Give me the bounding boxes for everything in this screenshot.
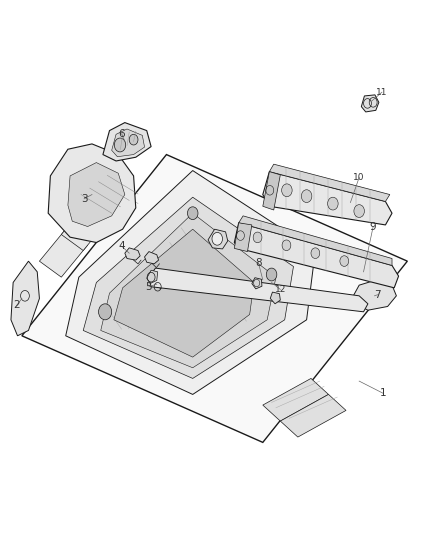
Text: 2: 2 [13,301,20,310]
Circle shape [99,304,112,320]
Polygon shape [66,171,315,394]
Polygon shape [83,197,293,378]
Circle shape [212,232,223,245]
Polygon shape [101,213,276,368]
Circle shape [328,197,338,210]
Polygon shape [263,172,392,225]
Polygon shape [39,229,88,277]
Polygon shape [48,144,136,243]
Text: 3: 3 [81,194,88,204]
Polygon shape [103,123,151,161]
Polygon shape [263,172,280,210]
Polygon shape [145,252,159,264]
Text: 11: 11 [376,88,388,96]
Polygon shape [61,203,110,251]
Polygon shape [125,248,140,260]
Circle shape [282,184,292,197]
Polygon shape [147,270,158,284]
Polygon shape [239,216,392,265]
Text: 5: 5 [145,282,152,292]
Text: 7: 7 [374,290,381,300]
Polygon shape [269,164,390,201]
Polygon shape [252,278,262,289]
Polygon shape [350,280,396,310]
Polygon shape [263,378,328,421]
Circle shape [129,134,138,145]
Text: 8: 8 [255,258,262,268]
Polygon shape [22,155,407,442]
Circle shape [301,190,312,203]
Polygon shape [149,268,368,312]
Circle shape [354,205,364,217]
Polygon shape [114,229,254,357]
Circle shape [114,138,126,152]
Circle shape [266,268,277,281]
Text: 12: 12 [275,285,286,294]
Text: 10: 10 [353,173,365,182]
Polygon shape [280,394,346,437]
Circle shape [311,248,320,259]
Circle shape [187,207,198,220]
Text: 9: 9 [370,222,377,231]
Text: 6: 6 [118,130,125,139]
Polygon shape [208,229,228,249]
Polygon shape [234,223,399,288]
Circle shape [340,256,349,266]
Circle shape [253,232,262,243]
Polygon shape [112,129,145,157]
Polygon shape [270,292,280,304]
Circle shape [282,240,291,251]
Polygon shape [11,261,39,336]
Polygon shape [361,95,379,112]
Text: 1: 1 [380,389,387,398]
Polygon shape [234,223,252,252]
Polygon shape [68,163,125,227]
Text: 4: 4 [118,241,125,251]
